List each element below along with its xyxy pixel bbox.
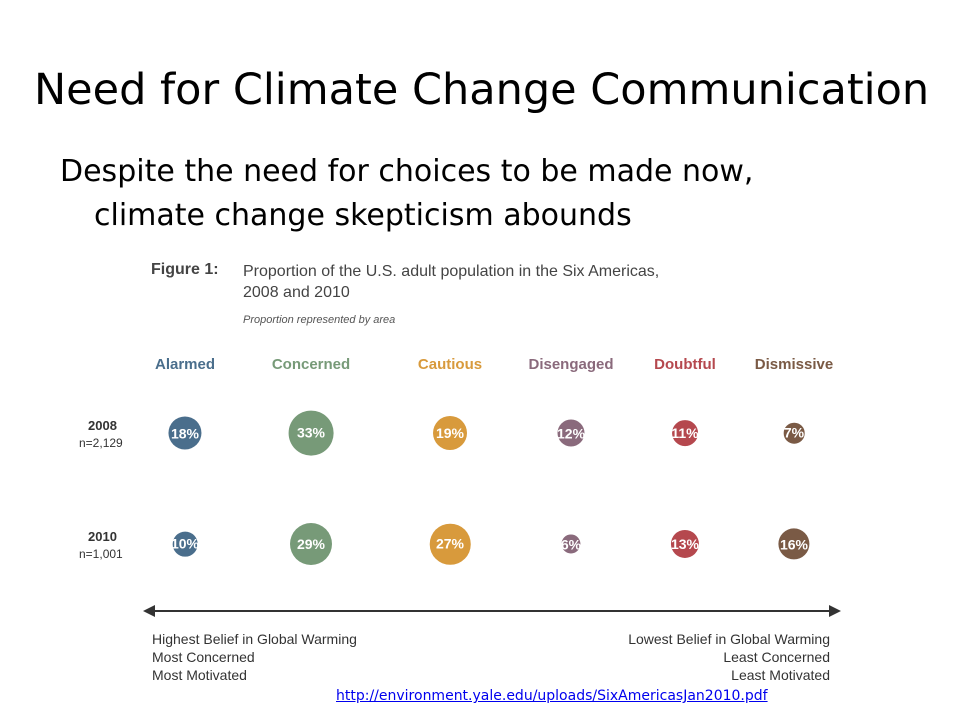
bubble-dismissive-2010: 16% — [778, 528, 810, 560]
belief-scale-left: Highest Belief in Global Warming Most Co… — [152, 630, 357, 684]
slide-title: Need for Climate Change Communication — [34, 65, 930, 115]
figure-title-line-2: 2008 and 2010 — [243, 284, 350, 301]
bubble-cautious-2008: 19% — [433, 416, 467, 450]
bubble-label: 16% — [779, 536, 809, 552]
source-link[interactable]: http://environment.yale.edu/uploads/SixA… — [336, 688, 768, 704]
belief-right-line-1: Lowest Belief in Global Warming — [628, 631, 830, 647]
segment-header-alarmed: Alarmed — [154, 356, 216, 373]
row-year-2010: 2010 — [88, 529, 117, 544]
figure-subtitle: Proportion represented by area — [243, 314, 396, 326]
bubble-label: 11% — [671, 424, 699, 441]
segment-header-disengaged: Disengaged — [528, 356, 614, 373]
bubble-label: 10% — [170, 536, 200, 552]
figure-label: Figure 1: — [151, 261, 219, 278]
segment-header-doubtful: Doubtful — [654, 356, 716, 373]
belief-scale-right: Lowest Belief in Global Warming Least Co… — [628, 630, 830, 684]
segment-header-concerned: Concerned — [271, 356, 351, 373]
belief-left-line-2: Most Concerned — [152, 649, 255, 665]
row-n-2010: n=1,001 — [79, 547, 123, 561]
bubble-cautious-2010: 27% — [429, 523, 471, 565]
belief-left-line-3: Most Motivated — [152, 667, 247, 683]
bubble-alarmed-2008: 18% — [168, 416, 202, 450]
row-year-2008: 2008 — [88, 418, 117, 433]
segment-header-cautious: Cautious — [417, 356, 483, 373]
bubble-label: 13% — [670, 535, 700, 552]
bullet-line-2: climate change skepticism abounds — [94, 198, 632, 233]
bubble-label: 27% — [435, 535, 465, 552]
bubble-label: 19% — [435, 424, 465, 441]
bubble-concerned-2010: 29% — [290, 523, 332, 565]
bubble-label: 6% — [560, 536, 582, 552]
bubble-doubtful-2010: 13% — [670, 529, 700, 559]
bubble-label: 29% — [296, 536, 326, 552]
figure-title: Proportion of the U.S. adult population … — [243, 261, 803, 303]
bubble-disengaged-2008: 12% — [556, 419, 586, 447]
belief-scale-arrow — [143, 605, 841, 617]
belief-right-line-3: Least Motivated — [731, 667, 830, 683]
bubble-doubtful-2008: 11% — [671, 420, 699, 446]
bullet-text: Despite the need for choices to be made … — [60, 150, 940, 238]
belief-right-line-2: Least Concerned — [723, 649, 830, 665]
figure-title-line-1: Proportion of the U.S. adult population … — [243, 263, 660, 280]
belief-left-line-1: Highest Belief in Global Warming — [152, 631, 357, 647]
bubble-disengaged-2010: 6% — [560, 534, 582, 554]
row-n-2008: n=2,129 — [79, 436, 123, 450]
bubble-dismissive-2008: 7% — [783, 422, 805, 444]
bubble-concerned-2008: 33% — [288, 410, 334, 456]
bubble-alarmed-2010: 10% — [170, 531, 200, 557]
bubble-label: 18% — [170, 424, 200, 441]
bubble-label: 33% — [296, 424, 326, 441]
bubble-label: 7% — [783, 425, 805, 441]
bubble-label: 12% — [556, 424, 586, 441]
bullet-line-1: Despite the need for choices to be made … — [60, 154, 754, 189]
segment-header-dismissive: Dismissive — [754, 356, 834, 373]
